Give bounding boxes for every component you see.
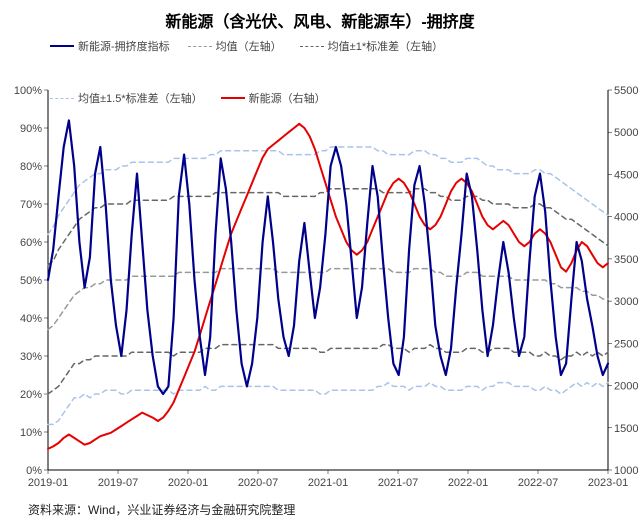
ytick-label-right: 2500 — [614, 338, 638, 350]
xtick-label: 2019-01 — [28, 477, 68, 489]
ytick-label-right: 1500 — [614, 423, 638, 435]
chart-container: 新能源（含光伏、风电、新能源车）-拥挤度 新能源-拥挤度指标均值（左轴）均值±1… — [0, 0, 640, 526]
xtick-label: 2019-07 — [98, 477, 138, 489]
ytick-label-left: 60% — [20, 237, 42, 249]
series-mean — [48, 269, 608, 330]
ytick-label-right: 3000 — [614, 296, 638, 308]
plot-area: 0% 10% 20% 30% 40% 50% 60% 70% 80% 90% 100% 1000 150… — [0, 0, 640, 526]
ytick-label-right: 2000 — [614, 381, 638, 393]
xtick-label: 2022-07 — [518, 477, 558, 489]
ytick-label-left: 40% — [20, 313, 42, 325]
ytick-label-left: 20% — [20, 389, 42, 401]
series-crowding — [48, 120, 608, 394]
ytick-label-left: 10% — [20, 427, 42, 439]
xtick-label: 2023-01 — [588, 477, 628, 489]
ytick-label-right: 4500 — [614, 169, 638, 181]
ytick-label-right: 1000 — [614, 465, 638, 477]
xtick-label: 2020-01 — [168, 477, 208, 489]
ytick-label-left: 0% — [26, 465, 42, 477]
ytick-label-right: 3500 — [614, 254, 638, 266]
ytick-label-left: 50% — [20, 275, 42, 287]
xtick-label: 2021-01 — [308, 477, 348, 489]
xtick-label: 2021-07 — [378, 477, 418, 489]
ytick-label-right: 5000 — [614, 127, 638, 139]
footer-source: 资料来源：Wind，兴业证券经济与金融研究院整理 — [28, 501, 295, 518]
ytick-label-left: 90% — [20, 123, 42, 135]
ytick-label-right: 4000 — [614, 212, 638, 224]
ytick-label-left: 30% — [20, 351, 42, 363]
ytick-label-left: 80% — [20, 161, 42, 173]
ytick-label-left: 70% — [20, 199, 42, 211]
ytick-label-right: 5500 — [614, 85, 638, 97]
series-price — [48, 124, 608, 449]
xtick-label: 2022-01 — [448, 477, 488, 489]
ytick-label-left: 100% — [14, 85, 42, 97]
xtick-label: 2020-07 — [238, 477, 278, 489]
